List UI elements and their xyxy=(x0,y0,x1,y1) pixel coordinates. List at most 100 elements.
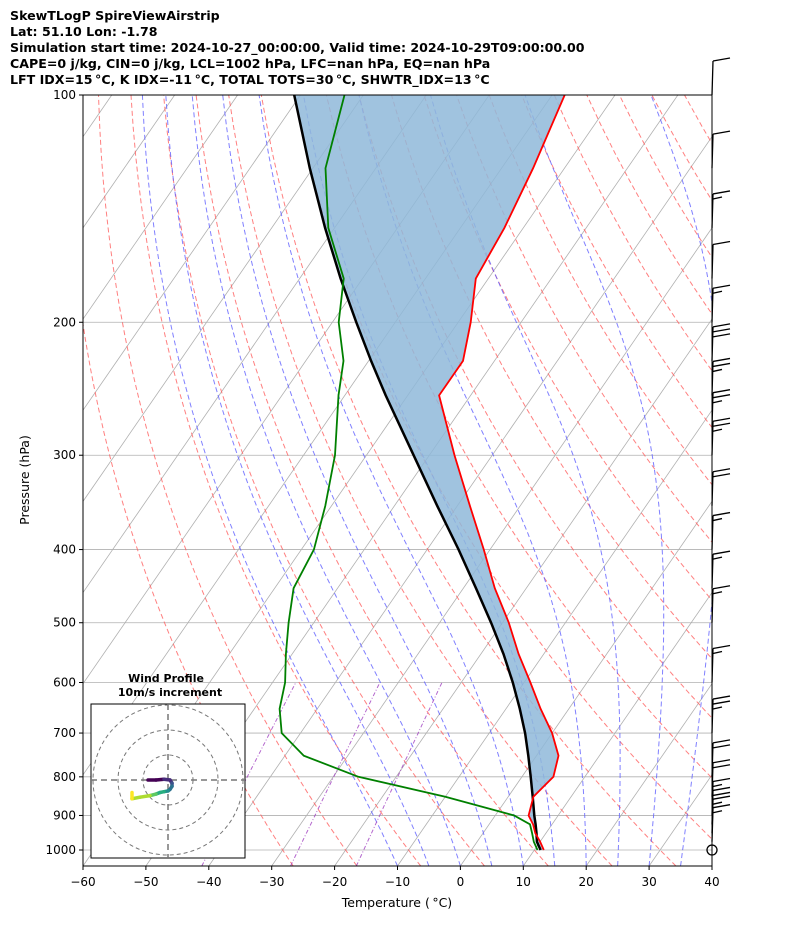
y-axis-label: Pressure (hPa) xyxy=(17,435,32,525)
dry-adiabat xyxy=(782,95,794,866)
x-axis-label: Temperature ( °C) xyxy=(341,895,452,910)
isotherm xyxy=(711,865,712,866)
wind-barb-flag xyxy=(712,744,731,749)
dry-adiabat xyxy=(750,95,794,866)
cape-area xyxy=(294,95,565,850)
wind-barb-flag xyxy=(712,511,731,517)
simulation-time-text: Simulation start time: 2024-10-27_00:00:… xyxy=(10,40,585,55)
wind-barb-flag xyxy=(712,795,731,800)
chart-title: SkewTLogP SpireViewAirstrip xyxy=(10,8,220,23)
profiles xyxy=(278,95,566,851)
isotherm xyxy=(83,95,176,229)
isotherm xyxy=(208,136,712,866)
moist-adiabat xyxy=(191,95,461,866)
mixing-ratio-line xyxy=(290,682,381,866)
x-tick-label: −10 xyxy=(385,875,410,889)
wind-barb-flag xyxy=(712,804,731,809)
wind-barb-half-flag xyxy=(712,290,723,294)
y-tick-label: 500 xyxy=(53,616,76,630)
dewpoint-profile-line xyxy=(278,95,539,851)
dry-adiabat xyxy=(83,320,294,866)
wind-barb-flag xyxy=(712,417,731,422)
wind-barb-half-flag xyxy=(712,556,723,560)
wind-barb-flag xyxy=(712,362,731,368)
wind-barb-flag xyxy=(712,468,731,473)
wind-barb-half-flag xyxy=(712,428,723,432)
dry-adiabat xyxy=(488,95,712,486)
wind-barb-flag xyxy=(712,777,731,783)
moist-adiabat xyxy=(258,95,524,866)
dry-adiabat xyxy=(228,95,613,866)
y-tick-label: 400 xyxy=(53,543,76,557)
dry-adiabat xyxy=(260,95,677,866)
wind-barb-flag xyxy=(712,473,731,478)
hodograph-inset: Wind Profile 10m/s increment xyxy=(90,672,246,859)
wind-barb-flag xyxy=(712,190,731,195)
wind-barb-half-flag xyxy=(712,368,723,373)
chart-header: SkewTLogP SpireViewAirstrip Lat: 51.10 L… xyxy=(10,8,584,88)
wind-barb-flag xyxy=(712,422,731,427)
wind-barb-flag xyxy=(712,791,731,797)
y-tick-label: 900 xyxy=(53,808,76,822)
wind-barb-half-flag xyxy=(712,801,723,805)
hodograph-content xyxy=(91,704,245,858)
x-tick-label: −60 xyxy=(70,875,95,889)
wind-barb-flag xyxy=(712,328,731,333)
x-tick-label: 20 xyxy=(579,875,594,889)
lifted-indices-text: LFT IDX=15 °C, K IDX=-11 °C, TOTAL TOTS=… xyxy=(10,72,490,87)
dry-adiabat xyxy=(358,95,712,719)
temperature-profile-line xyxy=(438,95,566,851)
hodograph-subtitle: 10m/s increment xyxy=(118,686,222,699)
location-text: Lat: 51.10 Lon: -1.78 xyxy=(10,24,158,39)
x-tick-label: −50 xyxy=(133,875,158,889)
isotherm xyxy=(334,318,712,866)
dry-adiabat xyxy=(717,95,794,866)
y-tick-label: 100 xyxy=(53,88,76,102)
wind-barb-flag xyxy=(712,764,731,769)
axes: −60 −50 −40 −30 −20 −10 0 10 20 30 40 100 200 300 400 5… xyxy=(45,88,719,889)
dry-adiabat xyxy=(391,95,712,660)
wind-barb-half-flag xyxy=(712,810,723,814)
wind-barb-flag xyxy=(712,759,731,764)
stability-indices-text: CAPE=0 j/kg, CIN=0 j/kg, LCL=1002 hPa, L… xyxy=(10,56,491,71)
wind-barb-flag xyxy=(712,333,731,338)
wind-barb-staff xyxy=(711,60,714,96)
wind-barb-half-flag xyxy=(712,591,723,595)
wind-barb-flag xyxy=(712,786,731,792)
moist-adiabat xyxy=(430,95,621,866)
wind-barb-half-flag xyxy=(712,650,723,655)
wind-barb-flag xyxy=(712,585,731,590)
wind-barb-flag xyxy=(712,240,731,246)
wind-barb-flag xyxy=(712,550,731,555)
isotherm xyxy=(83,95,238,320)
moist-adiabat xyxy=(222,95,493,866)
wind-barb-flag xyxy=(712,644,731,650)
isotherm xyxy=(83,95,364,503)
x-tick-label: 0 xyxy=(457,875,465,889)
wind-barb-half-flag xyxy=(712,400,723,404)
wind-barb-flag xyxy=(712,284,731,289)
isotherm xyxy=(522,591,712,866)
x-tick-label: −30 xyxy=(259,875,284,889)
isotherm xyxy=(775,95,794,866)
wind-barb-half-flag xyxy=(712,706,723,710)
dry-adiabat xyxy=(130,95,422,866)
moist-adiabat xyxy=(165,95,430,866)
y-tick-label: 300 xyxy=(53,448,76,462)
dry-adiabat xyxy=(521,95,712,429)
x-tick-label: −40 xyxy=(196,875,221,889)
isotherm xyxy=(585,682,712,866)
cape-shading xyxy=(294,95,565,850)
y-tick-label: 700 xyxy=(53,726,76,740)
y-tick-label: 1000 xyxy=(45,843,76,857)
moist-adiabat xyxy=(141,95,398,866)
x-tick-label: 30 xyxy=(641,875,656,889)
y-tick-label: 800 xyxy=(53,770,76,784)
isotherm xyxy=(83,95,301,411)
y-tick-label: 600 xyxy=(53,676,76,690)
dry-adiabat xyxy=(325,95,712,779)
x-tick-label: 40 xyxy=(704,875,719,889)
wind-barb-flag xyxy=(712,357,731,363)
wind-barb-flag xyxy=(712,700,731,705)
